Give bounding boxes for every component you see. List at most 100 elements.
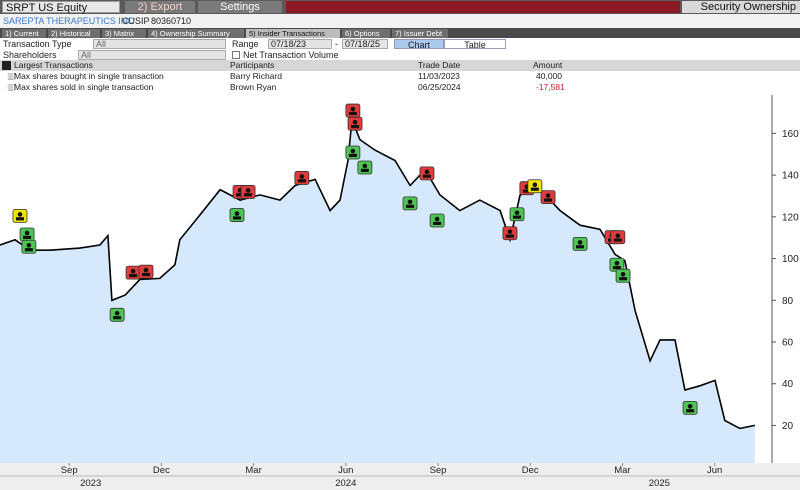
table-cell: 40,000 bbox=[536, 71, 562, 81]
header-cell: Trade Date bbox=[418, 60, 461, 70]
title-band bbox=[286, 1, 680, 13]
marker-icon-head bbox=[234, 211, 240, 216]
marker-icon-body bbox=[686, 409, 695, 413]
tab[interactable]: 2) Historical bbox=[48, 29, 100, 38]
shareholders-select[interactable]: All bbox=[78, 50, 226, 60]
company-name[interactable]: SAREPTA THERAPEUTICS INC bbox=[3, 16, 134, 26]
marker-icon-head bbox=[24, 230, 30, 236]
filter-label: Shareholders bbox=[3, 50, 57, 60]
marker-icon-body bbox=[113, 316, 122, 320]
marker-icon-head bbox=[350, 106, 356, 112]
tab[interactable]: 7) Issuer Debt bbox=[392, 29, 448, 38]
insider-marker bbox=[19, 227, 35, 242]
insider-marker bbox=[229, 208, 245, 222]
y-tick-label: 40 bbox=[782, 379, 794, 390]
marker-icon-head bbox=[424, 169, 430, 175]
table-cell: 06/25/2024 bbox=[418, 82, 461, 92]
marker-icon-body bbox=[613, 238, 622, 242]
insider-marker bbox=[509, 207, 525, 222]
cusip-label: CUSIP bbox=[122, 16, 150, 26]
marker-icon-body bbox=[360, 168, 369, 173]
insider-marker bbox=[357, 160, 373, 175]
y-tick-label: 80 bbox=[782, 296, 794, 307]
range-separator: - bbox=[335, 39, 338, 49]
marker-icon-body bbox=[406, 204, 415, 208]
marker-icon-body bbox=[15, 217, 24, 221]
marker-icon-head bbox=[620, 271, 626, 277]
transaction-type-select[interactable]: All bbox=[93, 39, 226, 49]
marker-icon-head bbox=[407, 199, 413, 205]
tab[interactable]: 1) Current bbox=[2, 29, 46, 38]
x-tick-label: Jun bbox=[707, 465, 722, 476]
table-cell: 11/03/2023 bbox=[418, 71, 460, 81]
marker-icon-body bbox=[297, 179, 306, 183]
marker-icon-body bbox=[24, 248, 33, 252]
cusip: 80360710 bbox=[151, 16, 192, 26]
insider-marker bbox=[345, 145, 361, 160]
marker-icon-body bbox=[505, 234, 514, 238]
price-area bbox=[0, 119, 755, 463]
table-cell: Max shares sold in single transaction bbox=[14, 82, 154, 92]
filter-label: Transaction Type bbox=[3, 39, 72, 49]
marker-icon-body bbox=[348, 153, 357, 157]
y-tick-label: 20 bbox=[782, 421, 794, 432]
insider-marker bbox=[502, 226, 518, 241]
table-cell: Max shares bought in single transaction bbox=[14, 71, 164, 81]
insider-marker bbox=[347, 116, 363, 131]
marker-icon-body bbox=[513, 215, 522, 219]
price-line bbox=[0, 119, 756, 430]
year-label: 2025 bbox=[649, 478, 670, 489]
function-title: Security Ownership bbox=[682, 1, 800, 13]
marker-icon-head bbox=[532, 182, 538, 188]
y-tick-label: 140 bbox=[782, 171, 799, 182]
marker-icon-head bbox=[614, 260, 620, 266]
marker-icon-body bbox=[544, 198, 553, 202]
insider-marker bbox=[572, 236, 588, 251]
insider-marker bbox=[615, 268, 631, 283]
year-label: 2023 bbox=[80, 478, 101, 489]
settings-button[interactable]: Settings bbox=[198, 1, 282, 13]
checkbox[interactable] bbox=[232, 51, 240, 59]
marker-icon-body bbox=[530, 187, 539, 191]
table-button[interactable]: Table bbox=[444, 39, 506, 50]
tab[interactable]: 3) Matrix bbox=[102, 29, 146, 38]
header-cell: Largest Transactions bbox=[14, 60, 93, 70]
range-start[interactable]: 07/18/23 bbox=[268, 39, 332, 49]
table-cell: Brown Ryan bbox=[230, 82, 277, 92]
marker-icon-head bbox=[615, 233, 621, 238]
marker-icon-body bbox=[433, 221, 442, 225]
tab[interactable]: 5) Insider Transactions bbox=[246, 29, 340, 38]
export-button[interactable]: 2) Export bbox=[125, 1, 195, 13]
marker-icon-head bbox=[687, 404, 693, 409]
marker-icon-head bbox=[299, 174, 305, 179]
insider-marker bbox=[125, 265, 141, 280]
ticker[interactable]: SRPT US Equity bbox=[2, 1, 120, 14]
marker-icon-body bbox=[142, 272, 151, 277]
insider-marker bbox=[109, 307, 125, 322]
insider-marker bbox=[240, 185, 256, 199]
header-cell: Participants bbox=[230, 60, 275, 70]
insider-marker bbox=[12, 209, 28, 223]
checkbox-label: Net Transaction Volume bbox=[243, 50, 339, 60]
range-end[interactable]: 07/18/25 bbox=[342, 39, 388, 49]
tab[interactable]: 4) Ownership Summary bbox=[148, 29, 244, 38]
header-marker bbox=[2, 61, 11, 70]
insider-marker bbox=[419, 166, 435, 181]
tab[interactable]: 6) Options bbox=[342, 29, 390, 38]
insider-marker bbox=[345, 103, 361, 118]
marker-icon-body bbox=[244, 193, 253, 197]
x-tick-label: Dec bbox=[522, 465, 539, 476]
x-tick-label: Mar bbox=[245, 465, 261, 476]
marker-icon-head bbox=[514, 210, 520, 216]
insider-marker bbox=[21, 239, 37, 254]
chart-button[interactable]: Chart bbox=[394, 39, 444, 50]
marker-icon-head bbox=[507, 229, 513, 235]
marker-icon-body bbox=[23, 235, 32, 239]
y-tick-label: 120 bbox=[782, 212, 799, 223]
marker-icon-body bbox=[522, 189, 531, 193]
insider-marker bbox=[402, 196, 418, 211]
marker-icon-body bbox=[348, 111, 357, 116]
marker-icon-body bbox=[612, 266, 621, 270]
marker-icon-head bbox=[545, 193, 551, 198]
